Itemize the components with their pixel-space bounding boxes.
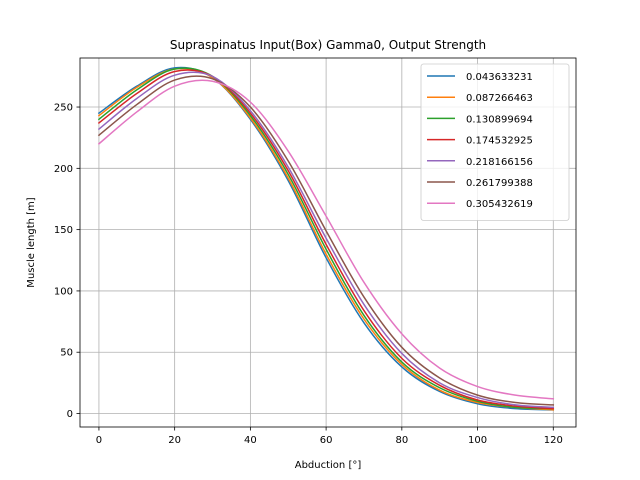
series-line-3 bbox=[97, 67, 555, 410]
x-tick-label: 60 bbox=[320, 435, 333, 446]
legend-entry: 0.174532925 bbox=[466, 136, 533, 147]
series-line-1 bbox=[97, 66, 555, 411]
series-line-7 bbox=[97, 79, 555, 400]
y-tick-label: 200 bbox=[54, 164, 73, 175]
y-tick-label: 250 bbox=[54, 103, 73, 114]
legend-box bbox=[420, 63, 570, 221]
x-tick-label: 20 bbox=[168, 435, 181, 446]
y-axis-label: Muscle length [m] bbox=[26, 197, 37, 287]
legend-entry: 0.218166156 bbox=[466, 157, 533, 168]
series-line-4 bbox=[97, 69, 555, 410]
chart-title: Supraspinatus Input(Box) Gamma0, Output … bbox=[170, 38, 486, 52]
y-tick-label: 50 bbox=[60, 348, 73, 359]
y-tick-label: 150 bbox=[54, 225, 73, 236]
series-line-6 bbox=[97, 75, 555, 406]
legend-entry: 0.087266463 bbox=[466, 93, 533, 104]
x-tick-label: 80 bbox=[395, 435, 408, 446]
x-axis-label: Abduction [°] bbox=[295, 460, 362, 471]
x-tick-label: 120 bbox=[544, 435, 563, 446]
series-layer bbox=[97, 66, 555, 411]
y-axis: 0 50 100 150 200 250 bbox=[54, 103, 80, 420]
y-tick-label: 100 bbox=[54, 286, 73, 297]
x-axis: 0 20 40 60 80 100 120 bbox=[96, 427, 563, 446]
series-line-5 bbox=[97, 71, 555, 409]
x-tick-label: 0 bbox=[96, 435, 102, 446]
x-tick-label: 100 bbox=[468, 435, 487, 446]
legend: 0.043633231 0.087266463 0.130899694 0.17453… bbox=[420, 63, 570, 221]
legend-entry: 0.305432619 bbox=[466, 199, 533, 210]
y-tick-label: 0 bbox=[67, 409, 73, 420]
legend-entry: 0.130899694 bbox=[466, 114, 533, 125]
legend-entry: 0.261799388 bbox=[466, 178, 533, 189]
plot-frame bbox=[79, 57, 577, 428]
legend-entry: 0.043633231 bbox=[466, 72, 533, 83]
x-tick-label: 40 bbox=[244, 435, 257, 446]
